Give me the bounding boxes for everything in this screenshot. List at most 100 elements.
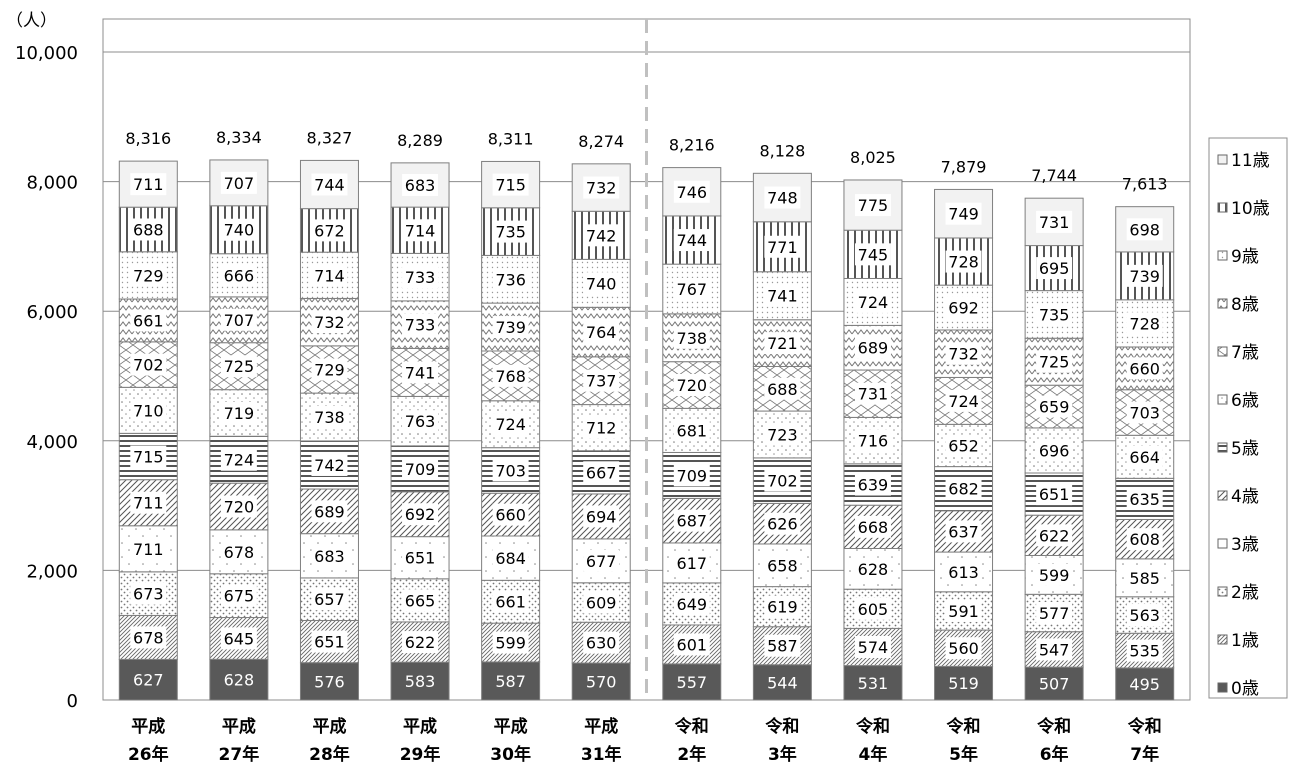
data-label: 535: [1129, 642, 1160, 661]
data-label-bg: [311, 358, 348, 381]
data-label: 712: [586, 419, 617, 438]
data-label-bg: [311, 544, 348, 567]
total-label: 8,216: [669, 136, 715, 155]
bar-segment: [752, 172, 812, 223]
data-label: 745: [858, 245, 889, 264]
data-label: 732: [586, 179, 617, 198]
data-label-bg: [402, 313, 439, 336]
data-label: 703: [495, 461, 526, 480]
data-label: 599: [495, 634, 526, 653]
data-label-bg: [220, 540, 257, 563]
total-label: 8,025: [850, 148, 896, 167]
data-label-bg: [220, 355, 257, 378]
data-label-bg: [220, 308, 257, 331]
data-label: 768: [495, 367, 526, 386]
data-label-bg: [311, 588, 348, 611]
data-label-bg: [1036, 602, 1073, 625]
bar-segment: [1115, 667, 1175, 701]
data-label-bg: [1126, 218, 1163, 241]
data-label: 741: [405, 363, 436, 382]
data-label: 732: [314, 313, 345, 332]
data-label-bg: [311, 500, 348, 523]
data-label: 628: [224, 671, 255, 690]
data-label: 714: [314, 266, 345, 285]
legend-label: 10歳: [1231, 199, 1270, 219]
legend-label: 3歳: [1231, 535, 1259, 555]
data-label: 742: [314, 456, 345, 475]
x-tick-label-year: 2年: [677, 744, 706, 765]
data-label: 724: [495, 415, 526, 434]
data-label-bg: [764, 377, 801, 400]
data-label: 583: [405, 672, 436, 691]
data-label: 547: [1039, 640, 1070, 659]
data-label-bg: [945, 342, 982, 365]
x-tick-label-era: 平成: [403, 716, 437, 737]
data-label-bg: [854, 597, 891, 620]
data-label: 771: [767, 238, 798, 257]
data-label-bg: [673, 326, 710, 349]
data-label-bg: [673, 374, 710, 397]
bar-segment: [481, 579, 541, 624]
data-label: 637: [948, 522, 979, 541]
total-label: 8,327: [307, 128, 353, 147]
data-label: 627: [133, 671, 164, 690]
data-label: 716: [858, 432, 889, 451]
data-label: 720: [224, 498, 255, 517]
data-label: 733: [405, 316, 436, 335]
data-label: 667: [586, 463, 617, 482]
data-label-bg: [583, 176, 620, 199]
total-label: 8,311: [488, 129, 534, 148]
data-label: 702: [767, 472, 798, 491]
data-label: 707: [224, 174, 255, 193]
data-label: 719: [224, 404, 255, 423]
data-label-bg: [402, 589, 439, 612]
data-label-bg: [673, 592, 710, 615]
data-label: 729: [314, 360, 345, 379]
data-label-bg: [1036, 439, 1073, 462]
data-label: 714: [405, 221, 436, 240]
data-label: 688: [767, 380, 798, 399]
data-label: 672: [314, 221, 345, 240]
data-label-bg: [311, 453, 348, 476]
data-label-bg: [854, 336, 891, 359]
data-label-bg: [402, 219, 439, 242]
data-label: 544: [767, 673, 798, 692]
data-label-bg: [220, 627, 257, 650]
bar-segment: [390, 445, 450, 493]
data-label: 599: [1039, 566, 1070, 585]
data-label: 702: [133, 356, 164, 375]
data-label-bg: [402, 546, 439, 569]
data-label: 651: [405, 549, 436, 568]
data-label: 724: [858, 293, 889, 312]
data-label-bg: [130, 173, 167, 196]
legend-swatch: [1217, 298, 1228, 309]
data-label: 736: [495, 270, 526, 289]
total-label: 7,744: [1031, 166, 1077, 185]
data-label-bg: [854, 429, 891, 452]
data-label-bg: [583, 461, 620, 484]
x-tick-label-era: 平成: [312, 716, 346, 737]
data-label-bg: [854, 382, 891, 405]
total-label: 8,334: [216, 128, 262, 147]
data-label-bg: [583, 591, 620, 614]
data-label-bg: [1126, 264, 1163, 287]
data-label: 692: [948, 299, 979, 318]
data-label-bg: [854, 290, 891, 313]
data-label-bg: [673, 229, 710, 252]
data-label: 557: [677, 673, 708, 692]
x-tick-label-year: 4年: [859, 744, 888, 765]
data-label-bg: [583, 549, 620, 572]
bar-segment: [662, 663, 722, 701]
total-label: 8,128: [759, 141, 805, 160]
data-label: 585: [1129, 569, 1160, 588]
data-label: 738: [314, 408, 345, 427]
data-label-bg: [854, 557, 891, 580]
data-label: 687: [677, 512, 708, 531]
data-label: 577: [1039, 604, 1070, 623]
data-label: 746: [677, 183, 708, 202]
data-label: 689: [314, 502, 345, 521]
data-label-bg: [583, 631, 620, 654]
data-label: 613: [948, 563, 979, 582]
bar-segment: [662, 263, 722, 315]
data-label-bg: [1126, 639, 1163, 662]
